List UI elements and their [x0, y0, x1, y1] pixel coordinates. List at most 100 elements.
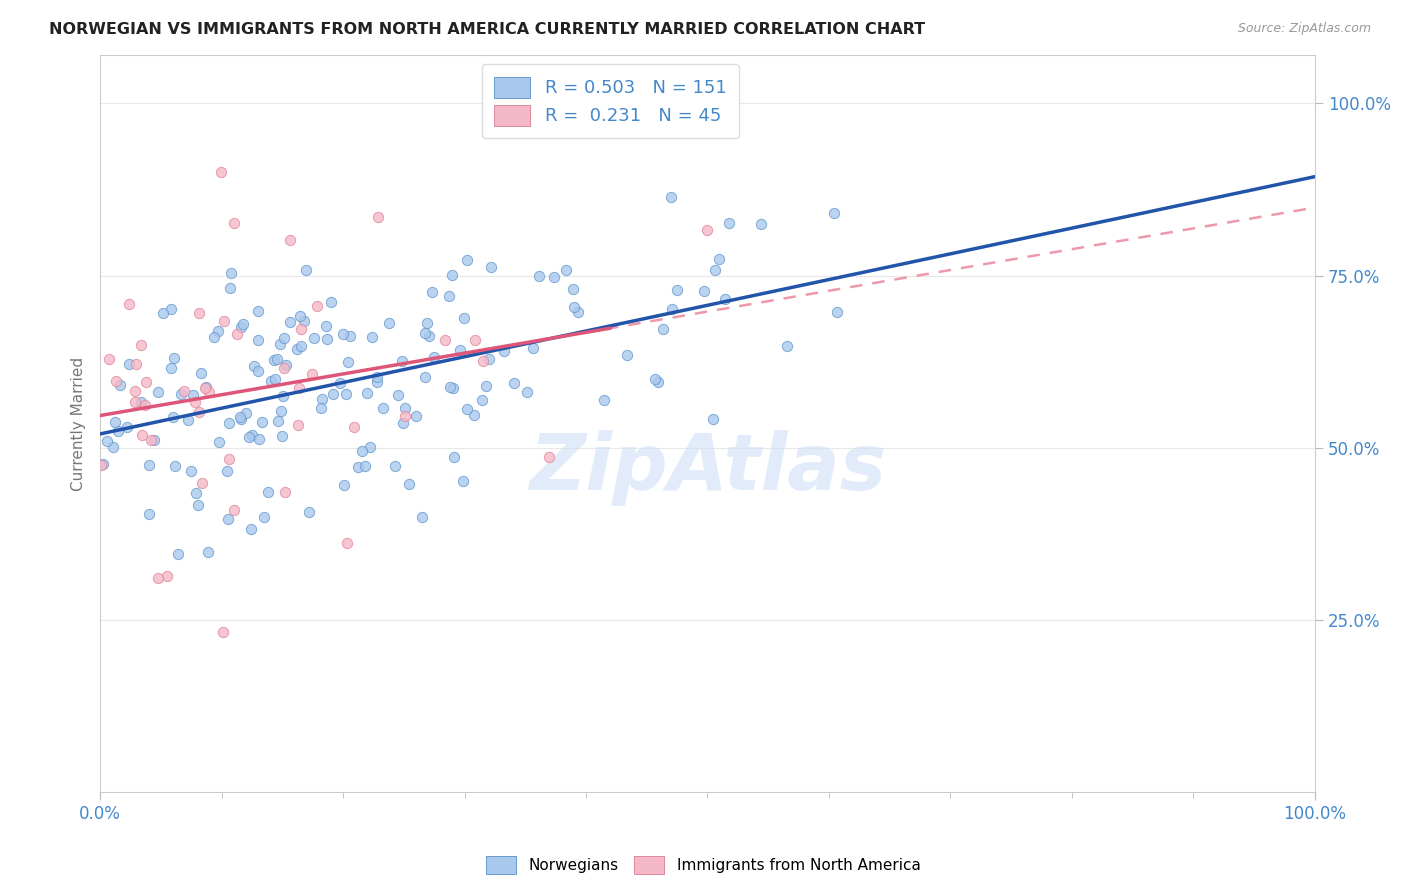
Point	[537, 450, 560, 464]
Point	[274, 484, 297, 499]
Point	[707, 252, 730, 266]
Point	[527, 269, 550, 284]
Point	[135, 376, 157, 390]
Point	[647, 375, 669, 389]
Point	[247, 433, 270, 447]
Point	[502, 376, 524, 390]
Point	[423, 350, 446, 364]
Point	[266, 352, 288, 367]
Point	[339, 329, 361, 343]
Point	[222, 503, 245, 517]
Point	[156, 569, 179, 583]
Point	[371, 401, 394, 416]
Point	[141, 433, 163, 447]
Legend: R = 0.503   N = 151, R =  0.231   N = 45: R = 0.503 N = 151, R = 0.231 N = 45	[481, 64, 740, 138]
Point	[273, 331, 295, 345]
Point	[187, 498, 209, 512]
Point	[163, 351, 186, 365]
Point	[91, 457, 114, 471]
Point	[392, 416, 415, 430]
Point	[143, 434, 166, 448]
Point	[190, 366, 212, 380]
Point	[104, 415, 127, 429]
Point	[696, 223, 718, 237]
Point	[492, 343, 515, 358]
Point	[367, 211, 389, 225]
Point	[207, 324, 229, 338]
Point	[311, 392, 333, 407]
Point	[207, 434, 229, 449]
Point	[274, 358, 297, 372]
Point	[360, 330, 382, 344]
Point	[253, 509, 276, 524]
Point	[124, 395, 146, 409]
Point	[543, 270, 565, 285]
Point	[346, 459, 368, 474]
Point	[294, 262, 316, 277]
Point	[359, 441, 381, 455]
Point	[394, 409, 416, 423]
Point	[449, 343, 471, 357]
Point	[352, 444, 374, 458]
Point	[471, 354, 494, 368]
Point	[219, 266, 242, 280]
Point	[176, 413, 198, 427]
Point	[666, 284, 689, 298]
Point	[243, 359, 266, 374]
Point	[516, 384, 538, 399]
Point	[159, 302, 181, 317]
Point	[110, 377, 132, 392]
Point	[209, 165, 232, 179]
Point	[138, 507, 160, 521]
Point	[311, 401, 333, 415]
Point	[439, 289, 461, 303]
Point	[107, 424, 129, 438]
Point	[387, 388, 409, 402]
Point	[103, 440, 125, 454]
Point	[478, 352, 501, 367]
Point	[96, 434, 118, 449]
Text: NORWEGIAN VS IMMIGRANTS FROM NORTH AMERICA CURRENTLY MARRIED CORRELATION CHART: NORWEGIAN VS IMMIGRANTS FROM NORTH AMERI…	[49, 22, 925, 37]
Point	[366, 370, 388, 384]
Point	[561, 282, 583, 296]
Point	[292, 314, 315, 328]
Point	[398, 477, 420, 491]
Point	[319, 294, 342, 309]
Point	[97, 351, 120, 366]
Point	[131, 338, 153, 352]
Point	[167, 547, 190, 561]
Point	[184, 395, 207, 409]
Point	[229, 410, 252, 425]
Point	[181, 388, 204, 402]
Point	[163, 459, 186, 474]
Point	[413, 370, 436, 384]
Point	[287, 418, 309, 433]
Point	[703, 262, 725, 277]
Point	[247, 333, 270, 347]
Point	[124, 384, 146, 398]
Point	[118, 357, 141, 371]
Point	[356, 385, 378, 400]
Point	[336, 536, 359, 550]
Point	[464, 333, 486, 347]
Point	[217, 512, 239, 526]
Point	[278, 315, 301, 329]
Point	[240, 522, 263, 536]
Point	[366, 375, 388, 389]
Point	[475, 378, 498, 392]
Point	[115, 420, 138, 434]
Point	[567, 304, 589, 318]
Point	[302, 331, 325, 345]
Point	[190, 475, 212, 490]
Point	[290, 338, 312, 352]
Text: ZipAtlas: ZipAtlas	[529, 430, 886, 506]
Point	[354, 459, 377, 474]
Point	[197, 545, 219, 559]
Point	[824, 205, 846, 219]
Point	[260, 375, 283, 389]
Point	[332, 478, 354, 492]
Point	[343, 420, 366, 434]
Point	[616, 348, 638, 362]
Point	[456, 401, 478, 416]
Point	[416, 316, 439, 330]
